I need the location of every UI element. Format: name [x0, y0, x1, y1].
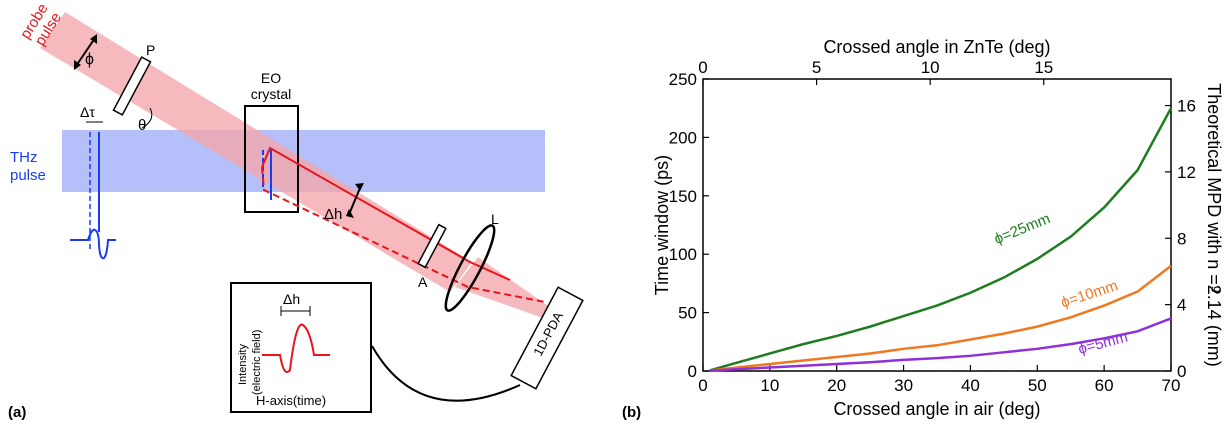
lens-label: L	[491, 211, 499, 227]
top-tick-label: 5	[812, 58, 821, 77]
right-axis-label: Theoretical MPD with n =2.14 (mm)	[1204, 83, 1224, 367]
y-tick-label: 250	[669, 70, 697, 89]
bottom-axis-label: Crossed angle in air (deg)	[833, 399, 1040, 419]
x-tick-label: 20	[827, 376, 846, 395]
left-axis-label: Time window (ps)	[652, 155, 672, 295]
thz-label-1: THz	[10, 149, 38, 166]
thz-label-2: pulse	[10, 167, 46, 184]
y-tick-label: 50	[678, 304, 697, 323]
inset-box	[230, 282, 372, 413]
analyzer-label: A	[418, 274, 428, 290]
cable	[371, 345, 521, 402]
x-tick-label: 0	[698, 376, 707, 395]
delta-h-arrowhead-1	[355, 183, 364, 191]
thz-waveform	[70, 228, 116, 260]
panel-b-label: (b)	[622, 404, 641, 421]
y-tick-label: 150	[669, 187, 697, 206]
panel-a-label: (a)	[8, 404, 26, 421]
series-label: ϕ=25mm	[992, 210, 1053, 248]
series-label: ϕ=5mm	[1076, 329, 1129, 358]
right-tick-label: 0	[1177, 362, 1186, 381]
x-tick-label: 40	[961, 376, 980, 395]
inset-delta-h: Δh	[283, 291, 300, 307]
phi-arrowhead-1	[90, 34, 97, 44]
probe-beam	[40, 12, 472, 292]
series-line	[709, 264, 1172, 372]
delta-tau-label: Δτ	[80, 104, 95, 120]
phi-label: ϕ	[85, 51, 94, 68]
panel-a-diagram: EO crystal Δh P θ ϕ probe pulse THz puls…	[8, 1, 584, 421]
top-tick-label: 10	[921, 58, 940, 77]
theta-label: θ	[138, 117, 146, 134]
series-line	[709, 107, 1173, 372]
eo-crystal-label-1: EO	[261, 70, 281, 86]
polarizer	[112, 56, 152, 116]
inset-ylabel-2: (electric field)	[251, 330, 263, 395]
polarizer-label: P	[146, 42, 155, 58]
lens	[444, 224, 496, 312]
y-tick-label: 100	[669, 245, 697, 264]
top-axis-label: Crossed angle in ZnTe (deg)	[823, 37, 1050, 57]
top-tick-label: 0	[698, 58, 707, 77]
delta-h-label: Δh	[324, 206, 342, 223]
top-tick-label: 15	[1034, 58, 1053, 77]
phi-arrowhead-2	[74, 60, 81, 70]
right-tick-label: 4	[1177, 296, 1186, 315]
probe-solid-line	[261, 146, 511, 281]
analyzer	[417, 223, 447, 269]
x-tick-label: 70	[1162, 376, 1181, 395]
inset-xlabel: H-axis(time)	[256, 393, 326, 408]
plot-frame	[702, 78, 1172, 372]
delta-h-arrowhead-2	[346, 209, 354, 218]
x-tick-label: 50	[1028, 376, 1047, 395]
y-tick-label: 200	[669, 128, 697, 147]
y-tick-label: 0	[688, 362, 697, 381]
series-line	[709, 317, 1172, 373]
x-tick-label: 60	[1095, 376, 1114, 395]
x-tick-label: 10	[760, 376, 779, 395]
probe-dashed-line	[261, 166, 546, 303]
right-tick-label: 8	[1177, 229, 1186, 248]
phi-arrow	[75, 37, 96, 67]
delta-h-arrow	[349, 187, 361, 213]
series-label: ϕ=10mm	[1059, 277, 1120, 311]
detector-1d-pda	[510, 286, 584, 390]
right-tick-label: 16	[1177, 97, 1196, 116]
x-tick-label: 30	[894, 376, 913, 395]
eo-crystal-label-2: crystal	[251, 86, 291, 102]
right-axis-subscript: g	[1211, 286, 1225, 293]
eo-crystal	[244, 105, 299, 213]
theta-arc	[141, 107, 153, 129]
inset-signal	[262, 323, 330, 374]
inset-ylabel-1: Intensity	[237, 344, 249, 385]
right-tick-label: 12	[1177, 163, 1196, 182]
